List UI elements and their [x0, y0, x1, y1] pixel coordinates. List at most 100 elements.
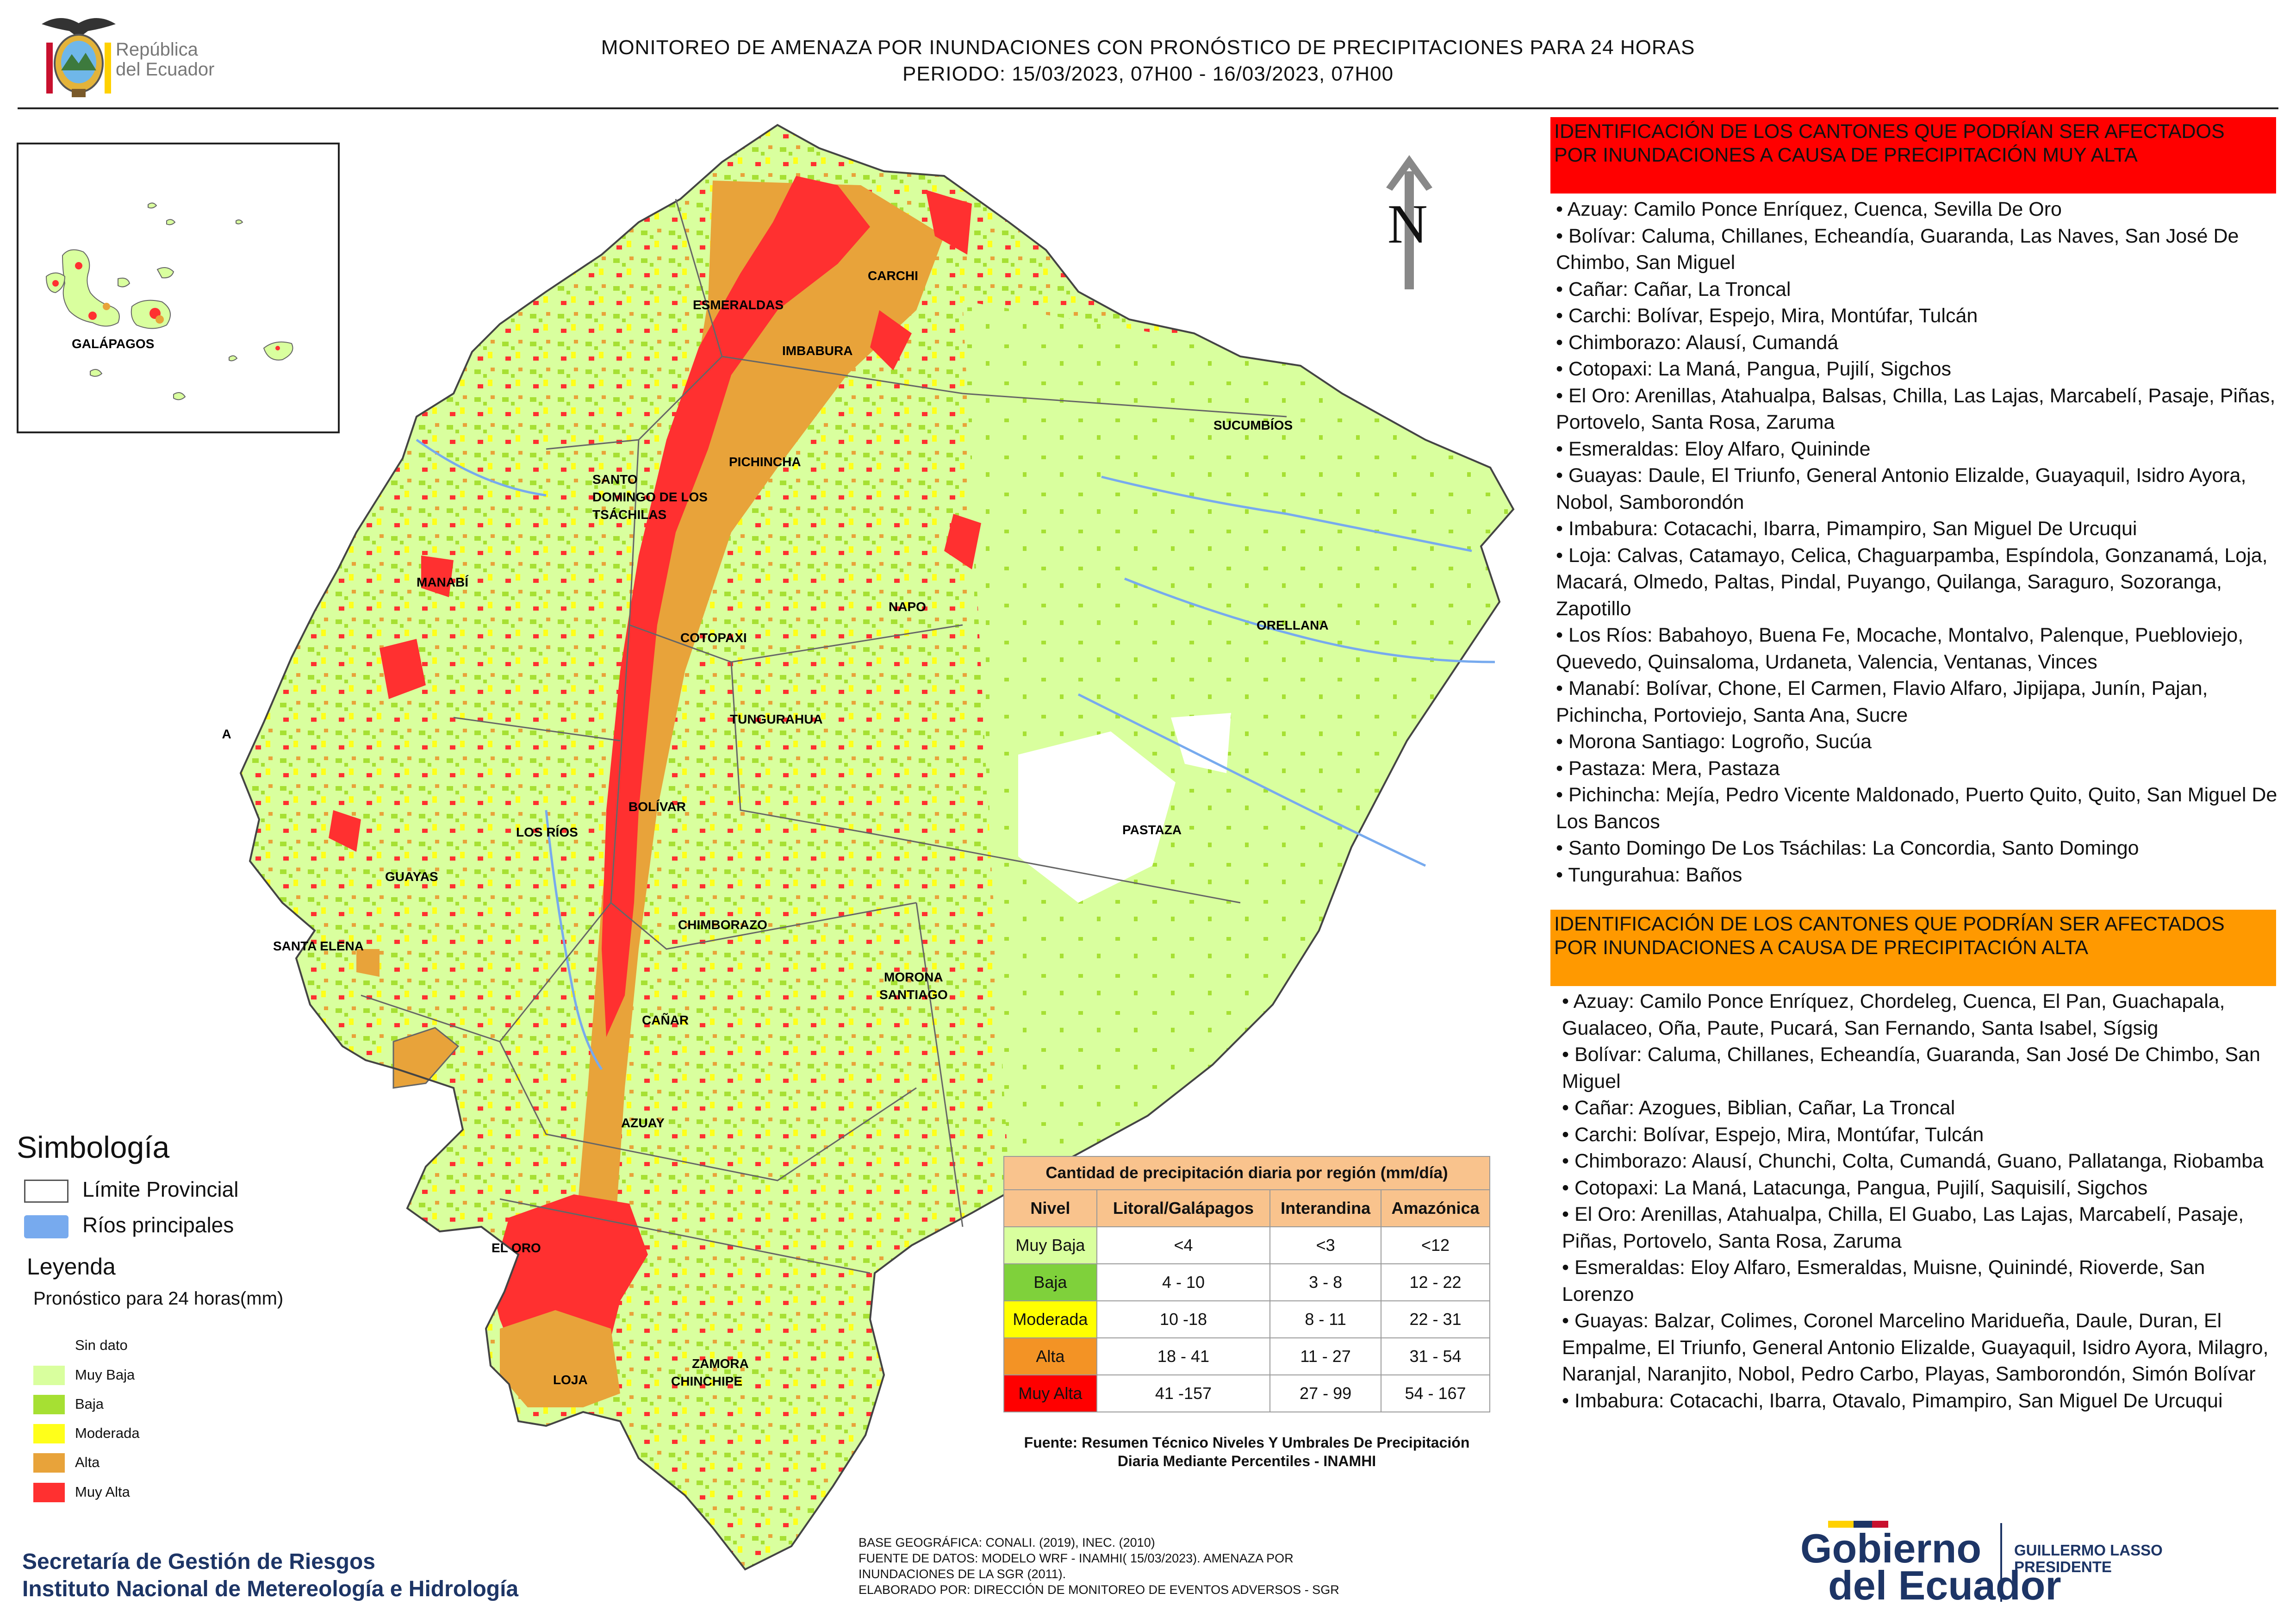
leyenda-title: Leyenda: [27, 1254, 116, 1280]
alta-canton-item: • Guayas: Balzar, Colimes, Coronel Marce…: [1562, 1310, 2269, 1385]
table-row: Alta 18 - 41 11 - 27 31 - 54: [1003, 1337, 1490, 1375]
muy-alta-canton-item: • Guayas: Daule, El Triunfo, General Ant…: [1556, 464, 2246, 513]
muy-alta-canton-item: • Esmeraldas: Eloy Alfaro, Quininde: [1556, 437, 1871, 460]
legend-swatch: [33, 1336, 65, 1355]
label-canar: CAÑAR: [642, 1013, 689, 1027]
label-santa-elena: SANTA ELENA: [273, 939, 364, 953]
del-ecuador-text: del Ecuador: [116, 59, 215, 80]
legend-swatch: [33, 1453, 65, 1473]
muy-alta-canton-item: • Bolívar: Caluma, Chillanes, Echeandía,…: [1556, 225, 2239, 274]
president-title: PRESIDENTE: [2014, 1558, 2112, 1575]
label-isla: ISLA: [222, 727, 231, 741]
rios-swatch: [24, 1215, 68, 1238]
limite-provincial-label: Límite Provincial: [82, 1177, 239, 1201]
label-chimborazo: CHIMBORAZO: [678, 918, 767, 932]
note-line: INUNDACIONES DE LA SGR (2011).: [859, 1567, 1066, 1581]
value-cell: <4: [1096, 1226, 1271, 1264]
org-sgr: Secretaría de Gestión de Riesgos: [22, 1549, 375, 1574]
label-orellana: ORELLANA: [1257, 618, 1329, 632]
precipitation-thresholds-table: Cantidad de precipitación diaria por reg…: [1003, 1156, 1490, 1412]
value-cell: <3: [1269, 1226, 1381, 1264]
gobierno-del-ecuador-logo: Gobierno del Ecuador: [1800, 1521, 2061, 1606]
label-zamora-1: ZAMORA: [692, 1356, 749, 1371]
legend-swatch: [33, 1395, 65, 1414]
level-cell: Alta: [1003, 1337, 1097, 1375]
alta-canton-item: • Esmeraldas: Eloy Alfaro, Esmeraldas, M…: [1562, 1256, 2205, 1305]
muy-alta-canton-item: • Chimborazo: Alausí, Cumandá: [1556, 331, 1839, 354]
muy-alta-canton-item: • Pichincha: Mejía, Pedro Vicente Maldon…: [1556, 784, 2277, 833]
legend-label: Sin dato: [75, 1337, 128, 1353]
label-loja: LOJA: [553, 1373, 588, 1387]
president-name: GUILLERMO LASSO: [2014, 1542, 2163, 1559]
alta-canton-item: • Bolívar: Caluma, Chillanes, Echeandía,…: [1562, 1043, 2260, 1093]
galapagos-inset-map: GALÁPAGOS: [17, 143, 340, 433]
legend-label: Moderada: [75, 1425, 140, 1441]
label-tungurahua: TUNGURAHUA: [730, 712, 823, 726]
muy-alta-canton-item: • Santo Domingo De Los Tsáchilas: La Con…: [1556, 837, 2139, 859]
muy-alta-canton-item: • Carchi: Bolívar, Espejo, Mira, Montúfa…: [1556, 305, 1978, 327]
alta-canton-item: • Chimborazo: Alausí, Chunchi, Colta, Cu…: [1562, 1150, 2264, 1172]
value-cell: 18 - 41: [1096, 1337, 1271, 1375]
alta-canton-item: • Azuay: Camilo Ponce Enríquez, Chordele…: [1562, 990, 2225, 1039]
table-row: Muy Baja <4 <3 <12: [1003, 1226, 1490, 1264]
alta-canton-item: • Carchi: Bolívar, Espejo, Mira, Montúfa…: [1562, 1123, 1984, 1146]
north-arrow-icon: [1386, 155, 1432, 289]
label-pastaza: PASTAZA: [1122, 823, 1182, 837]
legend-swatch: [33, 1483, 65, 1502]
label-morona-santiago-2: SANTIAGO: [879, 987, 948, 1002]
alta-canton-item: • Cotopaxi: La Maná, Latacunga, Pangua, …: [1562, 1176, 2148, 1199]
label-santo-domingo-1: SANTO: [592, 472, 638, 487]
galapagos-label: GALÁPAGOS: [72, 337, 154, 351]
label-guayas: GUAYAS: [385, 869, 438, 884]
legend-label: Baja: [75, 1396, 104, 1412]
level-cell: Muy Alta: [1003, 1374, 1097, 1412]
label-santo-domingo-3: TSÁCHILAS: [592, 507, 666, 522]
value-cell: <12: [1381, 1226, 1490, 1264]
rios-label: Ríos principales: [82, 1213, 234, 1237]
value-cell: 31 - 54: [1381, 1337, 1490, 1375]
label-pichincha: PICHINCHA: [729, 455, 801, 469]
muy-alta-canton-item: • Azuay: Camilo Ponce Enríquez, Cuenca, …: [1556, 198, 2062, 220]
legend-label: Alta: [75, 1454, 100, 1470]
label-zamora-2: CHINCHIPE: [671, 1374, 742, 1388]
level-cell: Baja: [1003, 1263, 1097, 1301]
muy-alta-header: IDENTIFICACIÓN DE LOS CANTONES QUE PODRÍ…: [1550, 117, 2276, 194]
limite-provincial-swatch: [24, 1180, 68, 1203]
label-el-oro: EL ORO: [492, 1241, 541, 1255]
alta-canton-item: • Imbabura: Cotacachi, Ibarra, Otavalo, …: [1562, 1389, 2223, 1412]
del-ecuador-logo-text: del Ecuador: [1828, 1562, 2061, 1606]
legend-label: Muy Alta: [75, 1484, 130, 1500]
org-inamhi: Instituto Nacional de Metereología e Hid…: [22, 1577, 519, 1601]
table-header: Nivel: [1003, 1189, 1097, 1227]
muy-alta-canton-item: • Cañar: Cañar, La Troncal: [1556, 278, 1791, 300]
value-cell: 12 - 22: [1381, 1263, 1490, 1301]
label-manabi: MANABÍ: [417, 575, 469, 589]
value-cell: 10 -18: [1096, 1300, 1271, 1338]
label-napo: NAPO: [889, 600, 926, 614]
legend-swatch: [33, 1424, 65, 1443]
alta-canton-list: • Azuay: Camilo Ponce Enríquez, Chordele…: [1562, 988, 2277, 1525]
simbologia-title: Simbología: [17, 1130, 170, 1164]
base-geografica-notes: BASE GEOGRÁFICA: CONALI. (2019), INEC. (…: [859, 1535, 1437, 1598]
value-cell: 3 - 8: [1269, 1263, 1381, 1301]
table-source: Fuente: Resumen Técnico Niveles Y Umbral…: [1024, 1434, 1470, 1469]
label-cotopaxi: COTOPAXI: [680, 631, 747, 645]
muy-alta-canton-item: • El Oro: Arenillas, Atahualpa, Balsas, …: [1556, 384, 2276, 434]
table-header: Amazónica: [1381, 1189, 1490, 1227]
map-title: MONITOREO DE AMENAZA POR INUNDACIONES CO…: [601, 36, 1695, 59]
legend-swatch: [33, 1366, 65, 1385]
label-sucumbios: SUCUMBÍOS: [1213, 418, 1293, 432]
muy-alta-canton-item: • Imbabura: Cotacachi, Ibarra, Pimampiro…: [1556, 518, 2137, 540]
label-morona-santiago-1: MORONA: [884, 970, 943, 984]
muy-alta-canton-list: • Azuay: Camilo Ponce Enríquez, Cuenca, …: [1556, 196, 2278, 907]
header-divider: [18, 107, 2278, 109]
level-cell: Muy Baja: [1003, 1226, 1097, 1264]
label-santo-domingo-2: DOMINGO DE LOS: [592, 490, 708, 504]
legend-label: Muy Baja: [75, 1367, 135, 1383]
note-line: ELABORADO POR: DIRECCIÓN DE MONITOREO DE…: [859, 1583, 1339, 1597]
label-esmeraldas: ESMERALDAS: [693, 298, 784, 312]
pronostico-label: Pronóstico para 24 horas(mm): [33, 1288, 284, 1309]
value-cell: 54 - 167: [1381, 1374, 1490, 1412]
north-letter: N: [1388, 193, 1428, 255]
value-cell: 11 - 27: [1269, 1337, 1381, 1375]
